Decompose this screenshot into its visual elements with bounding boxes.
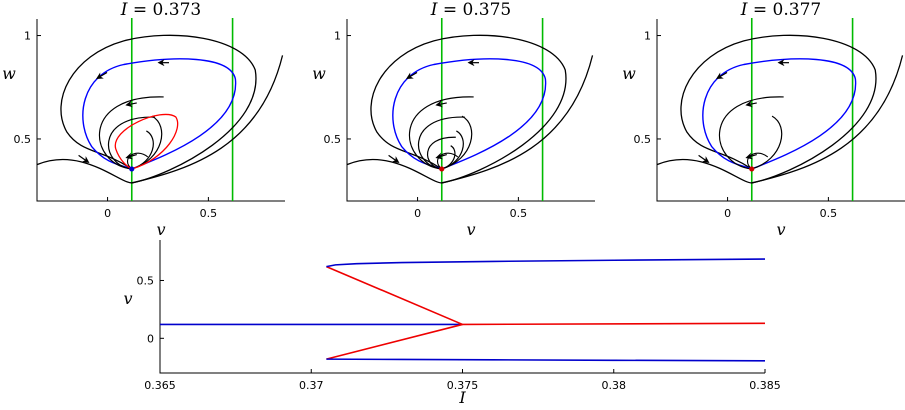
y-tick-label: 0.5 [137,274,155,287]
trajectory-branch [131,55,284,184]
bifurcation-diagram: 0.365 0.37 0.375 0.38 0.385 0 0.5 Iv [123,240,781,407]
x-axis-label: v [156,220,165,239]
series-unstable-cycle-max [326,265,463,326]
x-tick-label: 0.385 [749,379,781,392]
stable-limit-cycle [82,58,237,170]
x-axis-label: I [458,388,466,407]
equilibrium-point [749,166,755,172]
trajectory-arrow [388,154,400,163]
series-unstable-cycle-min [326,323,463,360]
stable-limit-cycle [392,58,547,170]
trajectory-arrow [78,154,90,163]
equilibrium-point [439,166,445,172]
axes-frame [346,19,595,202]
y-tick-label: 0 [147,332,154,345]
x-tick-label: 0.37 [299,379,324,392]
trajectory-arrow [698,154,710,163]
trajectory-inner [108,116,155,170]
axes-frame [656,19,905,202]
plot-area [657,18,904,201]
trajectory-arrow [95,71,108,80]
trajectory-inner [718,96,784,170]
equilibrium-point [129,166,135,172]
x-tick-label: 0.365 [144,379,176,392]
trajectory-outer [657,34,877,184]
series-stable-cycle-max [326,258,765,268]
plot-area [347,18,594,201]
plot-area [160,258,765,362]
trajectory-arrow [405,71,418,80]
y-axis-label: w [312,64,326,83]
series-unstable-equilibrium [462,322,765,326]
plot-area [37,18,284,201]
unstable-limit-cycle [114,113,179,170]
x-tick-label: 0.5 [200,207,218,220]
x-tick-label: 0 [414,207,421,220]
x-tick-label: 0.5 [820,207,838,220]
y-tick-label: 0.5 [324,133,342,146]
stable-limit-cycle [702,58,857,170]
y-tick-label: 1 [24,30,31,43]
trajectory-outer [347,34,567,184]
trajectory-arrow [435,100,447,108]
chart-title: I = 0.377 [740,0,821,20]
trajectory-arrow [745,100,757,108]
y-axis-label: w [2,64,16,83]
phase-plane-2: 0 0.5 0.5 1 v w I = 0.375 [312,0,595,239]
chart-title: I = 0.373 [120,0,201,20]
y-tick-label: 1 [334,30,341,43]
x-tick-label: 0 [724,207,731,220]
phase-plane-1: 0 0.5 0.5 1 v w I = 0.373 [2,0,285,239]
y-tick-label: 0.5 [634,133,652,146]
trajectory-branch [751,55,904,184]
x-tick-label: 0.38 [602,379,627,392]
series-stable-cycle-min [326,358,765,362]
trajectory-arrow [745,152,757,160]
trajectory-arrow [125,100,137,108]
y-tick-label: 0.5 [14,133,32,146]
trajectory-branch [441,55,594,184]
axes-frame [36,19,285,202]
x-tick-label: 0.375 [447,379,479,392]
trajectory-outer [37,34,257,184]
x-axis-label: v [466,220,475,239]
trajectory-arrow [435,152,447,160]
trajectory-arrow [125,152,137,160]
x-tick-label: 0 [104,207,111,220]
y-axis-label: w [622,64,636,83]
x-axis-label: v [776,220,785,239]
chart-title: I = 0.375 [430,0,511,20]
y-tick-label: 1 [644,30,651,43]
trajectory-arrow [715,71,728,80]
y-axis-label: v [123,289,132,308]
phase-plane-3: 0 0.5 0.5 1 v w I = 0.377 [622,0,905,239]
x-tick-label: 0.5 [510,207,528,220]
